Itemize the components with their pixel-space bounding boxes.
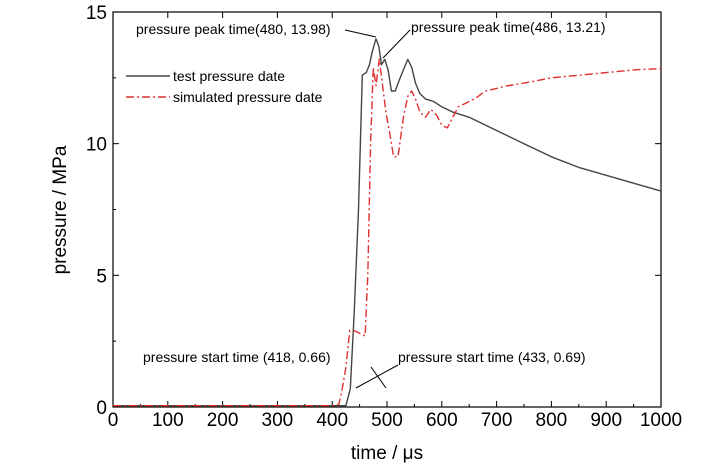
series-line-test-pressure (113, 38, 662, 407)
x-tick-label: 500 (371, 410, 403, 431)
y-tick-label: 10 (86, 135, 107, 156)
x-tick-label: 700 (481, 410, 513, 431)
leader-peak-1 (344, 29, 377, 38)
y-tick-label: 0 (96, 398, 107, 419)
x-tick-label: 400 (316, 410, 348, 431)
annotation-leaders (344, 29, 411, 389)
leader-start-1 (370, 366, 387, 389)
leader-peak-2 (382, 29, 411, 59)
annotation-peak-simulated: pressure peak time(486, 13.21) (411, 19, 606, 35)
x-tick-label: 800 (536, 410, 568, 431)
x-tick-label: 100 (152, 410, 184, 431)
y-axis-ticks: 0 5 10 15 (86, 3, 661, 419)
annotation-start-simulated: pressure start time (418, 0.66) (143, 349, 331, 365)
y-tick-label: 15 (86, 3, 107, 24)
annotation-start-test: pressure start time (433, 0.69) (398, 349, 586, 365)
leader-start-2 (355, 364, 399, 389)
legend-label-test: test pressure date (173, 68, 285, 84)
x-tick-label: 600 (426, 410, 458, 431)
x-tick-label: 200 (207, 410, 239, 431)
y-tick-label: 5 (96, 266, 107, 287)
x-tick-label: 0 (108, 410, 119, 431)
x-tick-label: 900 (590, 410, 622, 431)
legend-label-simulated: simulated pressure date (173, 89, 323, 105)
legend: test pressure date simulated pressure da… (126, 68, 323, 105)
annotation-peak-test: pressure peak time(480, 13.98) (136, 21, 331, 37)
series-line-simulated-pressure (113, 58, 662, 407)
series-lines (113, 38, 662, 407)
x-axis-title: time / μs (351, 443, 423, 464)
x-tick-label: 300 (262, 410, 294, 431)
x-tick-label: 1000 (640, 410, 682, 431)
y-axis-title: pressure / MPa (50, 145, 71, 274)
x-axis-ticks: 0 100 200 300 400 500 600 700 800 900 1000 (108, 12, 682, 431)
